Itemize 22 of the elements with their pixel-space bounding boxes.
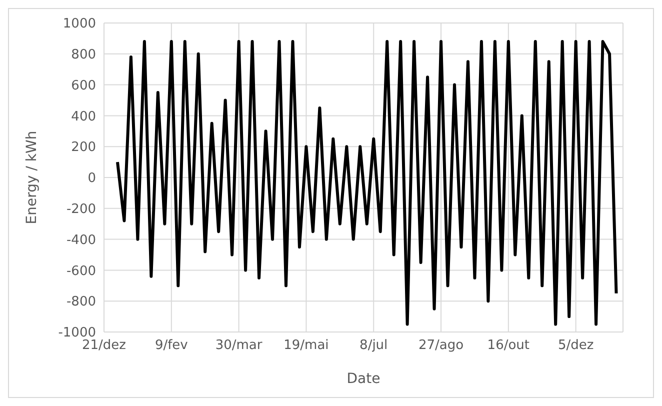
x-tick-label: 30/mar [215,338,263,354]
line-series [116,40,618,326]
y-axis-title: Energy / kWh [24,130,40,224]
x-tick-label: 19/mai [284,338,329,354]
x-tick-label: 8/jul [360,338,388,354]
y-tick-label: -600 [66,264,96,279]
y-tick-label: -1000 [58,326,96,341]
x-tick-label: 16/out [487,338,530,354]
y-tick-label: -200 [66,202,96,218]
y-tick-label: 1000 [62,16,96,32]
x-tick-label: 27/ago [418,338,464,354]
x-axis-title: Date [346,371,380,387]
y-tick-label: -800 [66,294,96,310]
x-tick-label: 5/dez [558,338,594,354]
y-tick-label: 0 [88,171,96,186]
y-tick-label: 600 [71,78,96,94]
x-tick-label: 21/dez [82,338,126,354]
y-tick-label: 400 [71,109,96,124]
y-tick-label: 200 [71,140,96,156]
x-tick-label: 9/fev [154,338,188,354]
y-tick-label: -400 [66,232,96,248]
y-tick-label: 800 [71,48,96,63]
